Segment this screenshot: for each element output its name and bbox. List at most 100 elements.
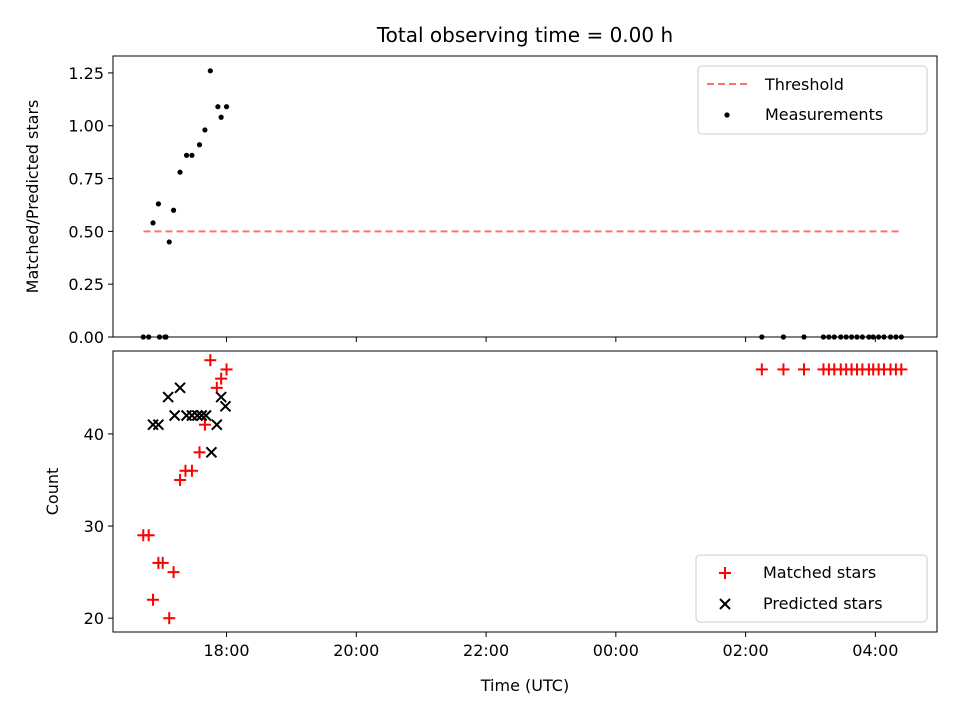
top-y-axis-label: Matched/Predicted stars	[23, 100, 42, 294]
measurement-point	[780, 334, 787, 340]
top-y-tick-label: 0.50	[68, 222, 104, 241]
predicted-star-point-b	[191, 409, 204, 422]
predicted-star-point	[147, 418, 159, 431]
bottom-x-tick-label: 02:00	[723, 641, 769, 660]
measurement-point	[166, 239, 172, 245]
bottom-y-tick-label: 20	[84, 609, 104, 628]
matched-star-point	[198, 418, 211, 431]
predicted-star-point-b	[200, 409, 212, 422]
measurement-point	[156, 334, 163, 340]
bottom-y-tick-label: 40	[84, 425, 104, 444]
matched-star-point	[163, 612, 176, 625]
top-plot-frame	[112, 55, 938, 338]
measurement-point	[196, 142, 203, 148]
measurement-point	[887, 334, 894, 340]
predicted-star-point	[215, 391, 227, 403]
measurement-point	[843, 334, 849, 340]
legend-measurements-swatch	[724, 112, 730, 118]
matched-star-point	[755, 363, 768, 376]
measurement-point	[155, 201, 162, 207]
top-y-tick-label: 0.00	[68, 328, 104, 347]
measurement-point	[223, 104, 230, 110]
top-legend: Threshold Measurements	[697, 65, 928, 135]
measurement-point	[801, 334, 807, 340]
measurement-point	[218, 114, 224, 120]
measurement-point	[207, 68, 213, 74]
top-y-tick-label: 0.75	[68, 170, 104, 189]
predicted-star-point-b	[195, 409, 208, 422]
predicted-star-point	[174, 382, 186, 394]
measurement-point	[162, 334, 168, 340]
predicted-star-point-b	[215, 391, 227, 403]
legend-measurements-label: Measurements	[765, 105, 883, 124]
chart-title: Total observing time = 0.00 h	[376, 23, 673, 47]
measurement-point	[759, 334, 765, 340]
matched-star-point	[215, 372, 228, 385]
predicted-star-point	[205, 446, 218, 459]
bottom-x-tick-label: 04:00	[852, 641, 898, 660]
predicted-star-point	[168, 409, 181, 422]
bottom-x-tick-label: 20:00	[333, 641, 379, 660]
predicted-star-point	[180, 409, 193, 422]
measurement-point	[898, 334, 904, 340]
measurement-point	[140, 334, 146, 340]
matched-star-point	[142, 529, 155, 542]
measurement-point	[820, 334, 827, 340]
matched-star-point	[174, 473, 187, 486]
measurement-point	[831, 334, 837, 340]
predicted-star-point	[219, 400, 232, 412]
predicted-star-point	[162, 391, 174, 403]
predicted-star-point-b	[168, 409, 181, 422]
top-y-tick-label: 1.25	[68, 64, 104, 83]
predicted-star-point	[200, 409, 212, 422]
legend-predicted-swatch-b	[719, 598, 731, 610]
matched-star-point	[193, 446, 206, 459]
predicted-star-point-b	[152, 418, 165, 431]
matched-star-point	[220, 363, 233, 376]
measurement-point	[170, 207, 177, 213]
predicted-star-point	[195, 409, 208, 422]
predicted-star-point	[191, 409, 204, 422]
measurement-point	[866, 334, 872, 340]
measurement-point	[183, 152, 190, 158]
x-axis-label: Time (UTC)	[480, 676, 569, 695]
legend-threshold-label: Threshold	[764, 75, 844, 94]
measurement-point	[150, 220, 156, 226]
bottom-legend-box	[695, 554, 928, 623]
bottom-legend: Matched stars Predicted stars	[695, 554, 928, 623]
bottom-x-tick-label: 18:00	[203, 641, 249, 660]
legend-matched-swatch	[719, 567, 731, 579]
predicted-star-point-b	[219, 400, 232, 412]
matched-star-point	[204, 354, 217, 367]
legend-predicted-swatch	[719, 598, 731, 610]
legend-predicted-label: Predicted stars	[763, 594, 883, 613]
matched-star-point	[167, 566, 180, 579]
predicted-star-point-b	[162, 391, 174, 403]
measurement-point	[876, 334, 882, 340]
legend-matched-label: Matched stars	[763, 563, 876, 582]
matched-star-point	[777, 363, 790, 376]
matched-star-point	[147, 593, 160, 606]
matched-star-point	[895, 363, 908, 376]
matched-star-point	[185, 464, 198, 477]
bottom-y-axis-label: Count	[43, 468, 62, 516]
bottom-x-tick-label: 00:00	[593, 641, 639, 660]
measurement-point	[838, 334, 844, 340]
top-y-tick-label: 0.25	[68, 275, 104, 294]
measurement-point	[854, 334, 860, 340]
top-panel: 0.00 0.25 0.50 0.75 1.00 1.25 Matched/Predicte…	[23, 55, 938, 347]
measurement-point	[202, 127, 208, 133]
predicted-star-point	[211, 418, 223, 431]
measurement-point	[870, 334, 876, 340]
measurement-point	[859, 334, 865, 340]
measurement-point	[189, 152, 195, 158]
bottom-x-tick-label: 22:00	[463, 641, 509, 660]
measurement-point	[177, 169, 183, 175]
top-legend-box	[697, 65, 928, 135]
predicted-star-point-b	[174, 382, 186, 394]
predicted-star-point-b	[205, 446, 218, 459]
measurement-point	[848, 334, 855, 340]
measurement-point	[215, 104, 221, 110]
top-y-tick-label: 1.00	[68, 117, 104, 136]
predicted-star-point-b	[211, 418, 223, 431]
